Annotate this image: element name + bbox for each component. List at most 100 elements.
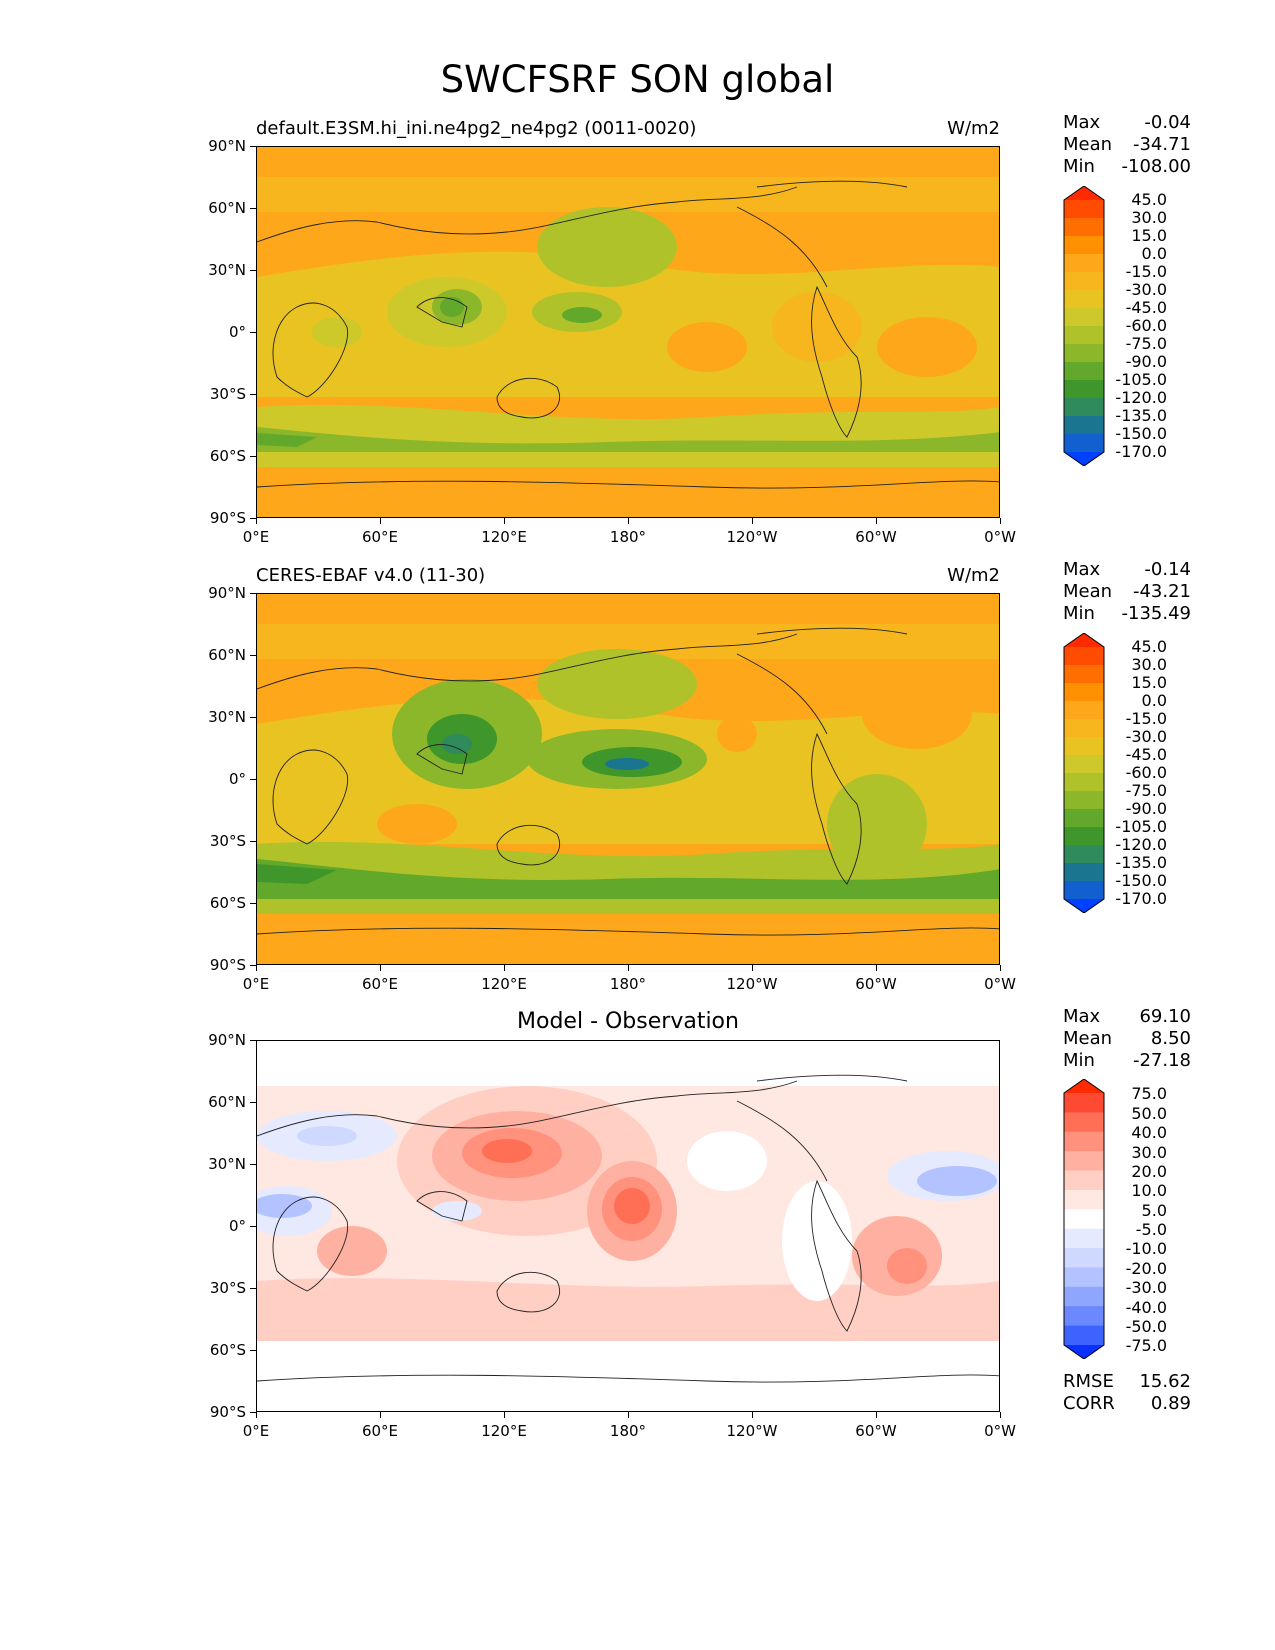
colorbar-tick-label: -40.0 (1125, 1297, 1167, 1317)
lon-tick-label: 0°E (242, 975, 270, 993)
map-model-field (257, 147, 999, 517)
lon-tick-label: 0°E (242, 1422, 270, 1440)
lat-tick-label: 30°S (209, 385, 246, 403)
lon-tick-mark (628, 518, 630, 524)
colorbar-tick-label: -15.0 (1125, 709, 1167, 728)
colorbar-tick-label: -105.0 (1115, 817, 1167, 836)
lat-tick-label: 60°S (209, 447, 246, 465)
stats-label: Mean (1063, 581, 1113, 602)
colorbar-tick-label: 45.0 (1131, 190, 1167, 209)
colorbar-segment (1064, 1209, 1104, 1230)
colorbar-tick-label: 5.0 (1141, 1200, 1167, 1220)
colorbar (1063, 633, 1105, 913)
lon-tick-label: 0°E (242, 528, 270, 546)
lon-tick-mark (504, 518, 506, 524)
colorbar-tick-label: -45.0 (1125, 298, 1167, 317)
panel-observation: CERES-EBAF v4.0 (11-30) W/m2 (0, 0, 1275, 965)
lat-tick-mark (250, 1412, 256, 1414)
colorbar-segment (1064, 1170, 1104, 1191)
lat-tick-mark (250, 779, 256, 781)
colorbar-tick-label: -105.0 (1115, 370, 1167, 389)
colorbar-extend-max (1064, 633, 1104, 647)
lat-tick-label: 90°N (208, 1031, 246, 1049)
stats-row: Mean 8.50 (1063, 1028, 1191, 1050)
stats-label: Min (1063, 156, 1095, 177)
colorbar-segment (1064, 218, 1104, 237)
lat-tick-label: 30°S (209, 1279, 246, 1297)
colorbar-segment (1064, 755, 1104, 774)
lat-tick-label: 30°S (209, 832, 246, 850)
colorbar-segment (1064, 737, 1104, 756)
stats-label: Max (1063, 112, 1101, 133)
colorbar-segment (1064, 1093, 1104, 1113)
lon-tick-label: 0°W (984, 528, 1016, 546)
lon-tick-mark (1000, 1412, 1002, 1418)
colorbar-tick-label: 10.0 (1131, 1181, 1167, 1201)
colorbar-tick-label: -30.0 (1125, 727, 1167, 746)
panel-model: default.E3SM.hi_ini.ne4pg2_ne4pg2 (0011-… (0, 0, 1275, 518)
colorbar-tick-label: -90.0 (1125, 352, 1167, 371)
panel-left-label: default.E3SM.hi_ini.ne4pg2_ne4pg2 (0011-… (256, 118, 697, 139)
lon-tick-mark (380, 965, 382, 971)
panel-center-label: Model - Observation (517, 1009, 739, 1034)
colorbar-segment (1064, 344, 1104, 363)
colorbar-extend-max (1064, 1079, 1104, 1093)
stats-value: -34.71 (1132, 134, 1191, 155)
colorbar-tick-label: -45.0 (1125, 745, 1167, 764)
lon-tick-mark (876, 965, 878, 971)
colorbar-segment (1064, 1248, 1104, 1268)
colorbar-tick-label: 0.0 (1141, 691, 1167, 710)
lat-tick-mark (250, 146, 256, 148)
colorbar-tick-label: 0.0 (1141, 244, 1167, 263)
stats-value: -43.21 (1132, 581, 1191, 602)
lon-tick-label: 120°W (726, 528, 778, 546)
lat-tick-mark (250, 332, 256, 334)
colorbar-segment (1064, 863, 1104, 882)
stats-block: Max -0.14 Mean -43.21 Min -135.49 (1063, 559, 1191, 625)
lat-tick-mark (250, 1288, 256, 1290)
metrics-block: RMSE 15.62 CORR 0.89 (1063, 1371, 1191, 1415)
colorbar-segment (1064, 791, 1104, 810)
lon-tick-label: 60°E (361, 528, 399, 546)
metrics-value: 15.62 (1139, 1371, 1191, 1392)
lat-tick-label: 0° (228, 1217, 246, 1235)
colorbar-segment (1064, 773, 1104, 792)
colorbar-segment (1064, 1189, 1104, 1210)
colorbar-segment (1064, 272, 1104, 291)
colorbar-segment (1064, 236, 1104, 255)
colorbar-segment (1064, 1267, 1104, 1288)
lon-tick-mark (504, 965, 506, 971)
colorbar (1063, 1079, 1105, 1359)
colorbar-segment (1064, 290, 1104, 309)
lon-tick-label: 120°W (726, 1422, 778, 1440)
map-difference-field (257, 1041, 999, 1411)
lon-tick-label: 0°W (984, 1422, 1016, 1440)
stats-value: -0.14 (1144, 559, 1191, 580)
colorbar-extend-min (1064, 899, 1104, 913)
lon-tick-label: 180° (609, 1422, 647, 1440)
colorbar-segment (1064, 1112, 1104, 1133)
panel-difference: Model - Observation (0, 0, 1275, 1412)
lat-tick-mark (250, 655, 256, 657)
colorbar-segment (1064, 308, 1104, 327)
colorbar-extend-min (1064, 1345, 1104, 1359)
colorbar-tick-label: -60.0 (1125, 316, 1167, 335)
colorbar-segment (1064, 1325, 1104, 1346)
colorbar-segment (1064, 380, 1104, 399)
lon-tick-label: 60°W (855, 1422, 897, 1440)
colorbar-tick-label: 30.0 (1131, 208, 1167, 227)
lon-tick-label: 60°W (855, 528, 897, 546)
colorbar-tick-label: -120.0 (1115, 388, 1167, 407)
lat-tick-mark (250, 1102, 256, 1104)
stats-row: Min -108.00 (1063, 156, 1191, 178)
metrics-label: RMSE (1063, 1371, 1114, 1392)
colorbar-segment (1064, 254, 1104, 273)
colorbar-segment (1064, 200, 1104, 219)
colorbar-tick-label: -75.0 (1125, 781, 1167, 800)
figure-title: SWCFSRF SON global (440, 58, 835, 101)
colorbar-segment (1064, 1151, 1104, 1172)
colorbar-segment (1064, 719, 1104, 738)
colorbar-tick-label: 20.0 (1131, 1161, 1167, 1181)
lon-tick-mark (256, 1412, 258, 1418)
stats-label: Max (1063, 559, 1101, 580)
